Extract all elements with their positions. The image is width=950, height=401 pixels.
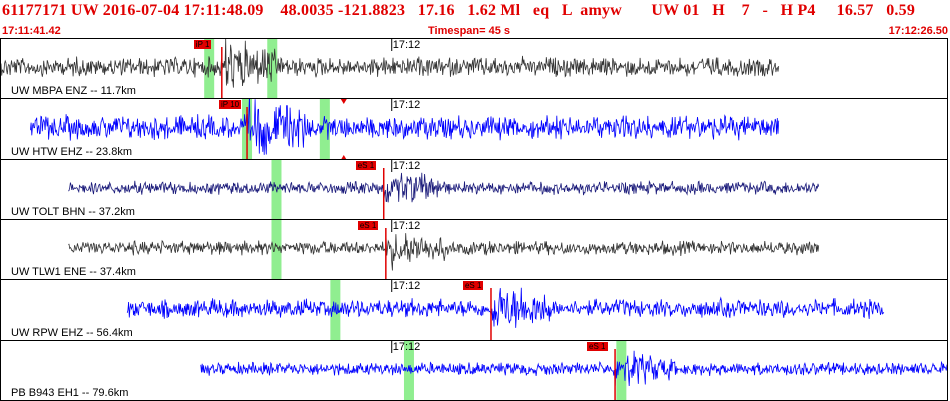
waveform-plot: [126, 280, 885, 340]
pick-flag[interactable]: iP 10: [219, 100, 242, 109]
analysis-window: [204, 39, 215, 98]
pick-flag[interactable]: eS 1: [462, 281, 484, 290]
waveform-plot: [68, 160, 820, 219]
pick-flag[interactable]: eS 1: [587, 342, 608, 351]
event-summary-title: 61177171 UW 2016-07-04 17:11:48.09 48.00…: [2, 2, 916, 19]
waveform-panel[interactable]: 17:12 iP 10 UW HTW EHZ -- 23.8km: [0, 98, 948, 160]
analysis-window: [319, 99, 330, 159]
waveform-panel[interactable]: 17:12 eS 1 UW TOLT BHN -- 37.2km: [0, 159, 948, 220]
analysis-window: [267, 39, 278, 98]
seismogram-trace: [1, 39, 780, 88]
station-label: UW MBPA ENZ -- 11.7km: [11, 85, 136, 97]
minute-label: 17:12: [392, 39, 421, 51]
pick-flag[interactable]: eS 1: [357, 221, 379, 230]
waveform-plot: [68, 220, 820, 279]
pick-flag[interactable]: iP 1: [193, 40, 212, 49]
seismogram-trace: [200, 350, 947, 387]
waveform-panel[interactable]: 17:12 eS 1 UW RPW EHZ -- 56.4km: [0, 279, 948, 341]
start-time-label: 17:11:41.42: [2, 25, 61, 37]
seismogram-trace: [30, 99, 780, 155]
waveform-plot: [30, 99, 780, 159]
station-label: UW RPW EHZ -- 56.4km: [11, 327, 133, 339]
pick-flag[interactable]: eS 1: [355, 161, 377, 170]
event-header: 61177171 UW 2016-07-04 17:11:48.09 48.00…: [0, 0, 950, 38]
waveform-panel[interactable]: 17:12 iP 1 UW MBPA ENZ -- 11.7km: [0, 38, 948, 99]
minute-label: 17:12: [392, 341, 421, 353]
station-label: UW TLW1 ENE -- 37.4km: [11, 266, 136, 278]
minute-label: 17:12: [392, 220, 421, 232]
seismogram-trace: [126, 287, 885, 328]
arrival-triangle-bottom: [341, 155, 347, 159]
waveform-panel[interactable]: 17:12 eS 1 PB B943 EH1 -- 79.6km: [0, 340, 948, 401]
station-label: UW HTW EHZ -- 23.8km: [11, 146, 132, 158]
waveform-panel[interactable]: 17:12 eS 1 UW TLW1 ENE -- 37.4km: [0, 219, 948, 280]
waveform-plot: [1, 39, 780, 98]
analysis-window: [271, 220, 282, 279]
seismogram-trace: [68, 233, 820, 271]
waveform-panels: 17:12 iP 1 UW MBPA ENZ -- 11.7km 17:12 iP 10…: [0, 38, 950, 401]
station-label: PB B943 EH1 -- 79.6km: [11, 387, 129, 399]
analysis-window: [616, 341, 627, 400]
minute-label: 17:12: [392, 99, 421, 111]
minute-label: 17:12: [392, 160, 421, 172]
station-label: UW TOLT BHN -- 37.2km: [11, 206, 135, 218]
waveform-plot: [200, 341, 947, 400]
minute-label: 17:12: [392, 280, 421, 292]
arrival-triangle-top: [340, 99, 347, 104]
timespan-label: Timespan= 45 s: [428, 25, 511, 37]
end-time-label: 17:12:26.50: [888, 25, 948, 37]
seismogram-trace: [68, 172, 820, 203]
